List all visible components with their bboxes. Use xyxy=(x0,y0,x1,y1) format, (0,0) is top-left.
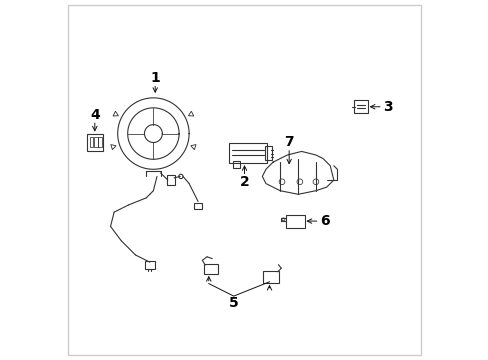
Text: 1: 1 xyxy=(150,71,160,85)
Text: 7: 7 xyxy=(284,135,293,149)
Text: 6: 6 xyxy=(320,214,329,228)
Text: 5: 5 xyxy=(228,296,238,310)
Text: 3: 3 xyxy=(383,100,392,114)
Text: 2: 2 xyxy=(239,175,249,189)
Text: 4: 4 xyxy=(90,108,100,122)
